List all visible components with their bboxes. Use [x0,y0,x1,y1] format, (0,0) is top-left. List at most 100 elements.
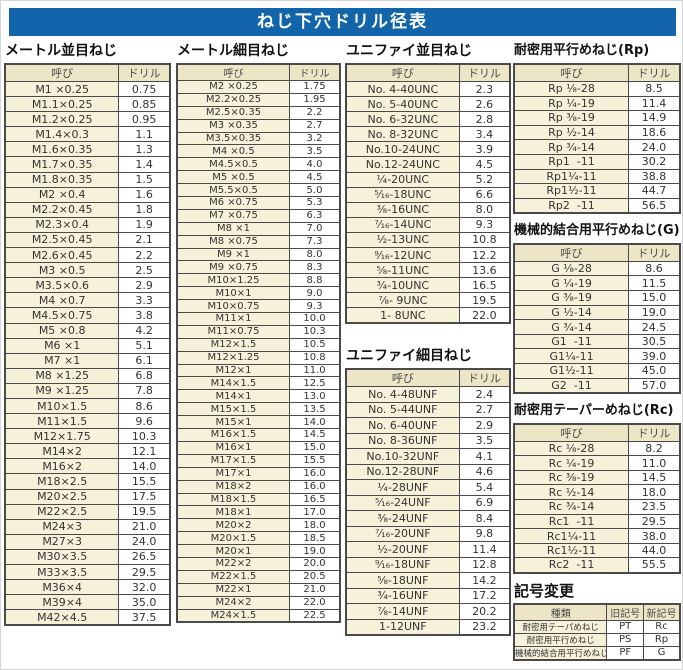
name-cell: M7 ×1 [4,352,120,369]
value-cell: 10.0 [288,312,341,326]
value-cell: 3.3 [118,292,171,309]
name-cell: M39×4 [4,594,120,611]
value-cell: 1.4 [118,156,171,173]
column-header: 新記号 [642,603,681,621]
table-row: Rp ³⁄₄-14 24.0 [513,139,681,155]
table-metric-fine: 呼び ドリル M2 ×0.25 1.75 M2.2×0.25 1.95 M2.5×0.35… [176,63,341,623]
table-row: ⁷⁄₈- 9UNC 19.5 [345,292,511,309]
table-row: G ³⁄₈-19 15.0 [513,290,681,306]
name-cell: M2.6×0.45 [4,247,120,264]
header-row: 呼び ドリル [4,63,171,82]
value-cell: 2.8 [458,111,511,128]
table-row: M1.7×0.35 1.4 [4,156,171,173]
table-row: 1- 8UNC 22.0 [345,307,511,324]
name-cell: M4 ×0.5 [176,144,290,159]
table-rp: 呼び ドリル Rp ¹⁄₈-28 8.5 Rp ¹⁄₄-19 11.4 Rp ³⁄₈-19… [513,63,681,214]
table-row: Rc ³⁄₈-19 14.5 [513,469,681,486]
table-row: M1.4×0.3 1.1 [4,126,171,143]
name-cell: 機械的結合用平行めねじ [513,645,608,661]
name-cell: M16×1 [176,440,290,455]
column-header: ドリル [288,63,341,81]
table-row: Rc ¹⁄₄-19 11.0 [513,455,681,471]
table-row: M20×2.5 17.5 [4,488,171,505]
value-cell: 8.2 [628,440,681,457]
table-row: M2.6×0.45 2.2 [4,247,171,264]
value-cell: 2.5 [118,262,171,279]
name-cell: M22×2 [176,556,290,571]
table-row: M11×0.75 10.3 [176,324,341,339]
table-row: M10×1 9.0 [176,286,341,301]
name-cell: ⁷⁄₈-14UNF [345,603,460,620]
value-cell: 0.85 [118,96,171,113]
name-cell: M5.5×0.5 [176,183,290,198]
name-cell: Rc ¹⁄₄-19 [513,455,630,471]
name-cell: M20×2 [176,518,290,533]
value-cell: 18.0 [628,484,681,501]
table-row: M8 ×0.75 7.3 [176,234,341,249]
table-row: M20×1.5 18.5 [176,531,341,546]
name-cell: No. 4-48UNF [345,386,460,403]
column-header: 呼び [513,63,630,82]
name-cell: ³⁄₄-16UNF [345,587,460,604]
table-row: Rc1¹⁄₄-11 38.0 [513,528,681,544]
table-row: M14×1 13.0 [176,389,341,404]
value-cell: 6.1 [118,352,171,369]
value-cell: 20.2 [458,603,511,620]
name-cell: No. 8-32UNC [345,126,460,143]
table-row: M16×1 15.0 [176,440,341,455]
name-cell: Rp ³⁄₄-14 [513,139,630,155]
name-cell: ³⁄₄-10UNC [345,277,460,294]
name-cell: M20×2.5 [4,488,120,505]
value-cell: 26.5 [118,548,171,566]
table-row: M2.5×0.35 2.2 [176,105,341,120]
value-cell: 2.1 [118,231,171,249]
table-row: M24×2 22.0 [176,595,341,610]
value-cell: 56.5 [628,197,681,214]
name-cell: M2.3×0.4 [4,216,120,233]
table-row: ³⁄₄-16UNF 17.2 [345,587,511,604]
value-cell: 14.2 [458,572,511,589]
table-row: M7 ×1 6.1 [4,352,171,369]
value-cell: 2.3 [458,80,511,98]
column-header: ドリル [118,63,171,82]
section-title-unified-fine: ユニファイ細目ねじ [346,348,472,364]
value-cell: 14.9 [628,110,681,126]
value-cell: 18.5 [288,531,341,546]
table-symbol-change: 種類 旧記号 新記号 耐密用テーパめねじ PT Rc 耐密用平行めねじ PS Rp 機械的結合用… [513,602,681,661]
name-cell: No. 5-44UNF [345,401,460,418]
table-row: Rc2 -11 55.5 [513,557,681,574]
value-cell: 6.3 [288,208,341,223]
value-cell: 1.8 [118,201,171,218]
table-row: M27×3 24.0 [4,533,171,550]
value-cell: 23.2 [458,618,511,635]
table-g: 呼び ドリル G ¹⁄₈-28 8.6 G ¹⁄₄-19 11.5 G ³⁄₈-19 15.… [513,242,681,394]
value-cell: 2.7 [458,401,511,418]
table-row: 耐密用平行めねじ PS Rp [513,632,681,647]
name-cell: M11×1.5 [4,413,120,430]
table-row: G1¹⁄₂-11 45.0 [513,363,681,379]
table-row: ⁵⁄₁₆-24UNF 6.9 [345,494,511,511]
value-cell: 8.6 [118,397,171,415]
table-row: No.10-32UNF 4.1 [345,448,511,465]
value-cell: 11.0 [628,455,681,471]
table-row: Rp1¹⁄₄-11 38.8 [513,168,681,185]
name-cell: M10×1.25 [176,273,290,288]
table-row: ⁵⁄₈-18UNF 14.2 [345,572,511,589]
value-cell: 1.95 [288,92,341,107]
value-cell: 39.0 [628,348,681,364]
header-row: 呼び ドリル [176,63,341,81]
column-metric-coarse: メートル並目ねじ 呼び ドリル M1 ×0.25 0.75 M1.1×0.25 0.85… [4,43,171,626]
value-cell: 1.3 [118,141,171,158]
column-header: ドリル [458,63,511,82]
column-header: 種類 [513,603,608,621]
name-cell: M18×1 [176,505,290,520]
name-cell: M1.1×0.25 [4,96,120,113]
name-cell: ⁵⁄₁₆-18UNC [345,186,460,203]
table-row: M15×1 14.0 [176,415,341,430]
value-cell: 5.3 [288,196,341,210]
table-row: M39×4 35.0 [4,594,171,611]
value-cell: 3.4 [458,126,511,143]
value-cell: 1.75 [288,80,341,94]
table-row: No. 8-36UNF 3.5 [345,432,511,449]
table-row: M22×2.5 19.5 [4,503,171,520]
